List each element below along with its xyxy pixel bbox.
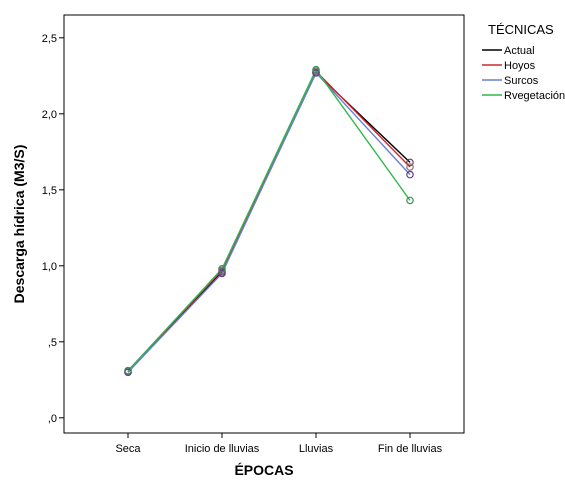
y-tick-label: ,0 <box>48 413 57 425</box>
data-point-actual <box>406 158 414 167</box>
data-point-surcos <box>218 269 226 278</box>
legend-label-surcos: Surcos <box>504 75 539 87</box>
data-point-hoyos <box>406 163 414 171</box>
plot-frame <box>63 14 465 434</box>
y-tick-label: 2,5 <box>42 33 57 45</box>
x-axis-title: ÉPOCAS <box>234 462 293 477</box>
x-tick-label: Fin de lluvias <box>378 443 443 455</box>
series-line-rvegetación <box>127 68 411 372</box>
data-point-rvegetación <box>124 366 132 375</box>
series-layer <box>124 65 414 377</box>
y-axis: ,0 ,5 1,0 1,5 2,0 2,5 <box>42 33 64 425</box>
data-point-surcos <box>406 170 414 179</box>
legend-title: TÉCNICAS <box>488 22 554 37</box>
x-axis: Seca Inicio de lluvias Lluvias Fin de lluvi… <box>115 433 443 455</box>
x-tick-label: Seca <box>115 443 141 455</box>
x-tick-label: Lluvias <box>299 443 334 455</box>
y-tick-label: 2,0 <box>42 109 57 121</box>
legend: Actual Hoyos Surcos Rvegetación <box>482 45 565 102</box>
y-tick-label: ,5 <box>48 337 57 349</box>
data-point-surcos <box>312 69 320 77</box>
y-tick-label: 1,5 <box>42 185 57 197</box>
data-point-rvegetación <box>312 65 320 74</box>
legend-label-hoyos: Hoyos <box>504 60 536 72</box>
legend-label-actual: Actual <box>504 45 535 57</box>
series-line-surcos <box>127 71 411 373</box>
y-axis-title: Descarga hídrica (M3/S) <box>11 145 27 304</box>
y-tick-label: 1,0 <box>42 261 57 273</box>
data-point-rvegetación <box>406 196 414 205</box>
x-tick-label: Inicio de lluvias <box>185 443 260 455</box>
data-point-rvegetación <box>218 264 226 273</box>
legend-label-rvegetación: Rvegetación <box>504 90 565 102</box>
